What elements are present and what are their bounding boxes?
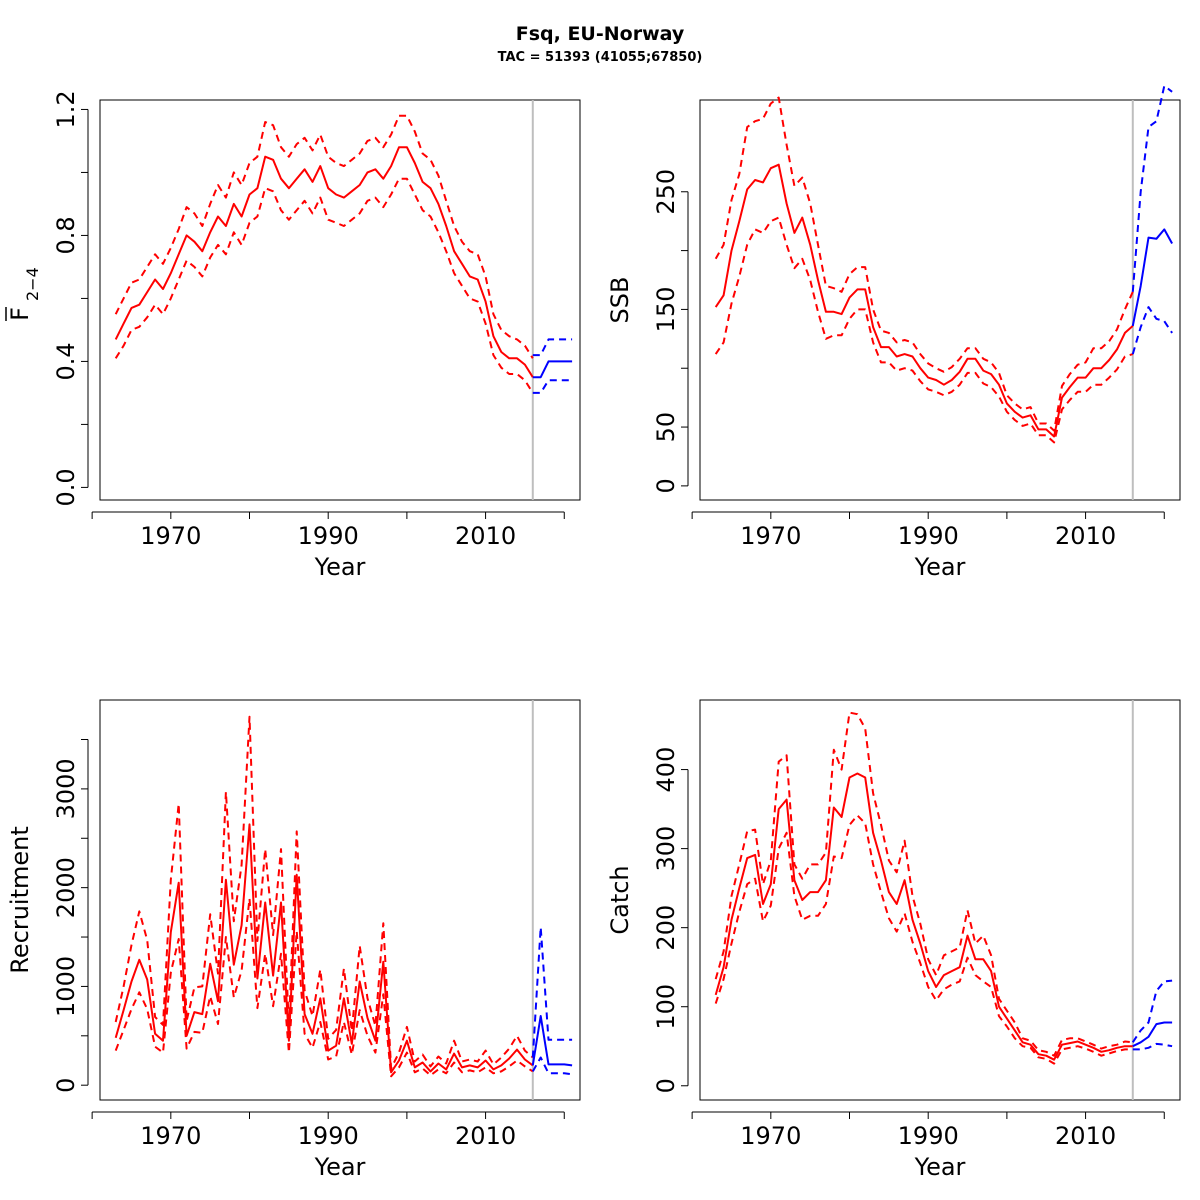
x-axis-title: Year bbox=[314, 1153, 366, 1181]
y-tick-label: 1.2 bbox=[52, 90, 80, 128]
historical-lower-ci-line bbox=[714, 814, 1133, 1065]
forecast-estimate-line bbox=[1132, 1021, 1173, 1048]
historical-upper-ci-line bbox=[714, 96, 1134, 432]
figure-subtitle: TAC = 51393 (41055;67850) bbox=[498, 50, 703, 65]
historical-estimate-line bbox=[114, 146, 534, 378]
y-tick-label: 250 bbox=[652, 169, 680, 215]
forecast-lower-ci-line bbox=[1131, 306, 1173, 355]
y-tick-label: 0.8 bbox=[52, 216, 80, 254]
forecast-upper-ci-line bbox=[1131, 979, 1173, 1043]
y-tick-label: 0.4 bbox=[52, 342, 80, 380]
figure-title: Fsq, EU-Norway bbox=[516, 23, 685, 45]
x-axis-title: Year bbox=[914, 553, 966, 581]
x-tick-label: 1990 bbox=[898, 1122, 959, 1150]
x-tick-label: 1970 bbox=[140, 1122, 201, 1150]
historical-lower-ci-line bbox=[714, 216, 1134, 444]
plot-frame bbox=[699, 99, 1181, 501]
panel-recruitment: 1970 1990 2010 Year 0 1000 2000 3000 Recruitment bbox=[6, 699, 581, 1181]
forecast-estimate-line bbox=[531, 1015, 573, 1067]
y-tick-label: 0.0 bbox=[52, 468, 80, 506]
x-tick-label: 1990 bbox=[298, 522, 359, 550]
plot-frame bbox=[99, 99, 581, 501]
forecast-upper-ci-line bbox=[532, 338, 573, 357]
y-axis-title-group: SSB bbox=[606, 277, 634, 324]
y-axis-title: Catch bbox=[606, 865, 634, 934]
x-tick-label: 2010 bbox=[1055, 1122, 1116, 1150]
y-axis-title: Recruitment bbox=[6, 826, 34, 973]
y-tick-label: 0 bbox=[652, 1078, 680, 1093]
chart-panels: 1970 1990 2010 Year 0.0 0.4 0.8 1.2 F 2−4 1970 1990… bbox=[5, 84, 1181, 1181]
x-axis-title: Year bbox=[314, 553, 366, 581]
plot-frame bbox=[699, 699, 1181, 1101]
y-axis-title: SSB bbox=[606, 277, 634, 324]
x-tick-label: 1990 bbox=[898, 522, 959, 550]
forecast-lower-ci-line bbox=[531, 1056, 573, 1076]
historical-lower-ci-line bbox=[114, 897, 534, 1078]
y-tick-label: 100 bbox=[652, 984, 680, 1030]
y-tick-label: 0 bbox=[652, 478, 680, 493]
y-axis-title-subscript: 2−4 bbox=[23, 267, 42, 301]
historical-upper-ci-line bbox=[114, 114, 534, 359]
y-axis-title-group: Recruitment bbox=[6, 826, 34, 973]
panel-ssb: 1970 1990 2010 Year 0 50 150 250 SSB bbox=[606, 84, 1181, 581]
y-tick-label: 3000 bbox=[52, 758, 80, 819]
plot-frame bbox=[99, 699, 581, 1101]
y-tick-label: 200 bbox=[652, 905, 680, 951]
x-tick-label: 1970 bbox=[740, 522, 801, 550]
historical-estimate-line bbox=[714, 772, 1133, 1061]
forecast-estimate-line bbox=[532, 360, 573, 379]
historical-estimate-line bbox=[714, 163, 1134, 438]
x-tick-label: 1970 bbox=[740, 1122, 801, 1150]
x-tick-label: 1970 bbox=[140, 522, 201, 550]
y-tick-label: 50 bbox=[652, 412, 680, 443]
forecast-estimate-line bbox=[1131, 228, 1173, 327]
forecast-lower-ci-line bbox=[1132, 1042, 1173, 1051]
x-tick-label: 2010 bbox=[455, 1122, 516, 1150]
historical-upper-ci-line bbox=[114, 715, 534, 1070]
panel-f: 1970 1990 2010 Year 0.0 0.4 0.8 1.2 F 2−4 bbox=[5, 90, 581, 581]
forecast-upper-ci-line bbox=[531, 926, 573, 1058]
x-tick-label: 2010 bbox=[455, 522, 516, 550]
x-tick-label: 2010 bbox=[1055, 522, 1116, 550]
y-axis-title-group: F 2−4 bbox=[5, 267, 42, 321]
y-tick-label: 2000 bbox=[52, 857, 80, 918]
forecast-lower-ci-line bbox=[532, 379, 573, 394]
y-tick-label: 400 bbox=[652, 747, 680, 793]
y-tick-label: 1000 bbox=[52, 956, 80, 1017]
forecast-upper-ci-line bbox=[1131, 84, 1173, 292]
historical-lower-ci-line bbox=[114, 177, 534, 394]
historical-estimate-line bbox=[114, 823, 534, 1074]
y-tick-label: 150 bbox=[652, 287, 680, 333]
x-tick-label: 1990 bbox=[298, 1122, 359, 1150]
y-axis-title: F bbox=[6, 307, 34, 321]
y-tick-label: 300 bbox=[652, 826, 680, 872]
y-tick-label: 0 bbox=[52, 1078, 80, 1093]
panel-catch: 1970 1990 2010 Year 0 100 200 300 400 Catch bbox=[606, 699, 1181, 1181]
y-axis-title-group: Catch bbox=[606, 865, 634, 934]
x-axis-title: Year bbox=[914, 1153, 966, 1181]
